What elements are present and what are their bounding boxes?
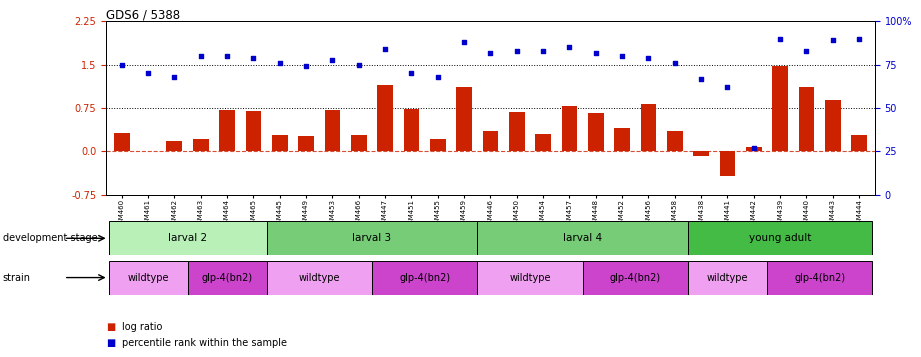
Text: ■: ■ <box>106 338 115 348</box>
Point <box>273 60 287 66</box>
Text: glp-4(bn2): glp-4(bn2) <box>794 272 845 283</box>
Text: wildtype: wildtype <box>127 272 169 283</box>
Point <box>773 36 787 42</box>
Bar <box>351 135 367 151</box>
Text: strain: strain <box>3 273 30 283</box>
Bar <box>372 261 477 295</box>
Point <box>167 74 181 80</box>
Bar <box>114 133 130 151</box>
Bar <box>562 106 577 151</box>
Text: larval 3: larval 3 <box>353 233 391 243</box>
Point <box>720 84 735 90</box>
Bar <box>167 141 182 151</box>
Point <box>430 74 445 80</box>
Bar <box>614 128 630 151</box>
Bar <box>324 110 341 151</box>
Bar <box>583 261 688 295</box>
Point <box>193 53 208 59</box>
Bar <box>483 131 498 151</box>
Point <box>746 145 761 151</box>
Bar <box>430 139 446 151</box>
Point <box>352 62 367 67</box>
Bar <box>772 66 788 151</box>
Text: larval 2: larval 2 <box>168 233 207 243</box>
Text: development stage: development stage <box>3 233 98 243</box>
Text: log ratio: log ratio <box>122 322 163 332</box>
Bar <box>272 135 287 151</box>
Point <box>589 50 603 55</box>
Text: wildtype: wildtype <box>298 272 340 283</box>
Text: glp-4(bn2): glp-4(bn2) <box>610 272 661 283</box>
Bar <box>851 135 867 151</box>
Bar <box>688 221 872 255</box>
Text: percentile rank within the sample: percentile rank within the sample <box>122 338 287 348</box>
Bar <box>109 221 266 255</box>
Text: young adult: young adult <box>749 233 811 243</box>
Point <box>694 76 708 81</box>
Bar <box>767 261 872 295</box>
Point <box>641 55 656 61</box>
Point <box>378 46 392 52</box>
Bar <box>640 104 657 151</box>
Point <box>141 70 156 76</box>
Point <box>562 45 577 50</box>
Point <box>114 62 129 67</box>
Point <box>825 37 840 43</box>
Bar <box>667 131 682 151</box>
Bar <box>509 112 525 151</box>
Point <box>220 53 235 59</box>
Bar <box>266 261 372 295</box>
Bar <box>219 110 235 151</box>
Point <box>298 64 313 69</box>
Bar <box>688 261 767 295</box>
Point <box>246 55 261 61</box>
Bar <box>477 261 583 295</box>
Point <box>668 60 682 66</box>
Point <box>852 36 867 42</box>
Point <box>325 57 340 62</box>
Text: glp-4(bn2): glp-4(bn2) <box>399 272 450 283</box>
Text: glp-4(bn2): glp-4(bn2) <box>202 272 252 283</box>
Bar <box>588 112 603 151</box>
Bar <box>456 87 472 151</box>
Bar <box>246 111 262 151</box>
Point <box>536 48 551 54</box>
Bar <box>694 151 709 156</box>
Bar <box>266 221 477 255</box>
Point <box>404 70 419 76</box>
Bar <box>188 261 266 295</box>
Bar <box>535 134 551 151</box>
Point <box>509 48 524 54</box>
Bar <box>746 147 762 151</box>
Text: wildtype: wildtype <box>706 272 748 283</box>
Bar <box>477 221 688 255</box>
Text: wildtype: wildtype <box>509 272 551 283</box>
Bar <box>825 100 841 151</box>
Bar <box>719 151 735 176</box>
Text: ■: ■ <box>106 322 115 332</box>
Text: larval 4: larval 4 <box>563 233 602 243</box>
Bar <box>109 261 188 295</box>
Bar <box>799 87 814 151</box>
Point <box>799 48 814 54</box>
Point <box>483 50 497 55</box>
Bar <box>298 136 314 151</box>
Point <box>614 53 629 59</box>
Bar <box>378 85 393 151</box>
Point <box>457 39 472 45</box>
Bar <box>192 139 209 151</box>
Bar <box>403 109 419 151</box>
Text: GDS6 / 5388: GDS6 / 5388 <box>106 9 180 21</box>
